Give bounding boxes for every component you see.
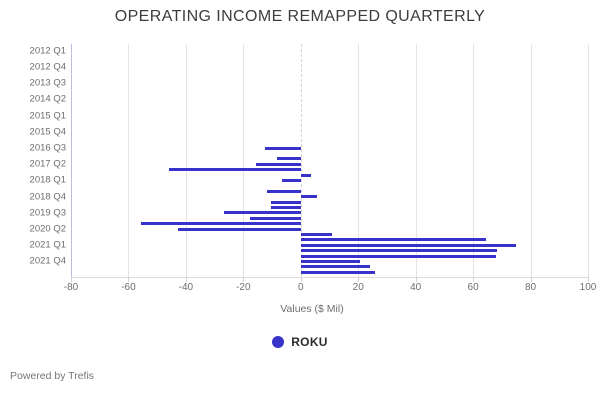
y-tick-label: 2012 Q4 — [29, 61, 66, 73]
x-axis-tickmark — [71, 277, 72, 282]
x-axis-tickmark — [358, 277, 360, 282]
x-axis-tickmark — [128, 277, 130, 282]
bar-2019-q2[interactable] — [271, 205, 301, 209]
bar-2018-q3[interactable] — [267, 189, 301, 193]
y-tick-label: 2013 Q3 — [29, 77, 66, 89]
x-tick-label: -80 — [63, 282, 79, 293]
bar-2021-q2[interactable] — [300, 249, 497, 253]
y-tick-label: 2017 Q2 — [29, 158, 66, 170]
gridline — [243, 44, 245, 277]
gridline — [473, 44, 475, 277]
x-tick-label: -20 — [236, 282, 251, 293]
bar-2019-q3[interactable] — [223, 211, 301, 215]
bar-2021-q3[interactable] — [300, 254, 497, 258]
y-tick-label: 2020 Q2 — [29, 223, 66, 235]
x-tick-label: 0 — [297, 282, 304, 293]
gridline — [185, 44, 187, 277]
bar-2022-q2[interactable] — [300, 270, 375, 274]
bar-2019-q4[interactable] — [249, 216, 301, 220]
gridline — [128, 44, 130, 277]
gridline — [358, 44, 360, 277]
x-tick-label: 100 — [579, 282, 597, 293]
zero-gridline — [300, 44, 302, 277]
y-tick-label: 2014 Q2 — [29, 93, 66, 105]
bar-2020-q3[interactable] — [300, 232, 333, 236]
x-axis-tickmark — [588, 277, 589, 282]
x-tick-label: 80 — [524, 282, 537, 293]
bar-2020-q4[interactable] — [300, 238, 487, 242]
gridline — [588, 44, 589, 277]
x-axis-tickmark — [300, 277, 302, 282]
plot-area — [71, 44, 589, 282]
x-axis-tickmark — [415, 277, 417, 282]
y-axis-labels: 2012 Q1 2012 Q4 2013 Q3 2014 Q2 2015 Q1 2015 … — [0, 44, 66, 277]
x-tick-label: 60 — [467, 282, 479, 293]
bar-2019-q1[interactable] — [271, 200, 301, 204]
gridline — [530, 44, 532, 277]
y-tick-label: 2015 Q4 — [29, 126, 66, 138]
gridline — [71, 44, 72, 277]
y-tick-label: 2019 Q3 — [29, 207, 66, 219]
bar-2017-q3[interactable] — [168, 168, 301, 172]
x-tick-label: -60 — [121, 282, 136, 293]
bar-2018-q4[interactable] — [300, 195, 317, 199]
x-axis-title: Values ($ Mil) — [280, 303, 344, 315]
y-tick-label: 2018 Q4 — [29, 191, 66, 203]
bar-2017-q2[interactable] — [256, 162, 301, 166]
bar-2018-q1[interactable] — [282, 178, 301, 182]
legend-item-roku[interactable]: ROKU — [0, 334, 600, 350]
x-axis-tickmark — [243, 277, 245, 282]
x-axis-tickmark — [530, 277, 532, 282]
gridline — [415, 44, 417, 277]
bar-2021-q1[interactable] — [300, 243, 517, 247]
y-tick-label: 2012 Q1 — [29, 45, 66, 57]
x-axis-tickmark — [473, 277, 475, 282]
x-axis-tick-labels: -80 -60 -40 -20 0 20 40 60 80 100 — [64, 282, 597, 294]
bar-2020-q2[interactable] — [177, 227, 301, 231]
y-tick-label: 2016 Q3 — [29, 142, 66, 154]
x-tick-label: -40 — [178, 282, 194, 293]
bar-2021-q4[interactable] — [300, 259, 361, 263]
bar-2022-q1[interactable] — [300, 265, 370, 269]
bar-2016-q3[interactable] — [265, 146, 301, 150]
x-axis-tickmark — [185, 277, 187, 282]
y-tick-label: 2021 Q1 — [29, 239, 66, 251]
chart-title: OPERATING INCOME REMAPPED QUARTERLY — [114, 8, 486, 25]
legend-marker-icon — [272, 336, 285, 348]
y-tick-label: 2015 Q1 — [29, 110, 66, 122]
bar-2020-q1[interactable] — [141, 222, 301, 226]
x-tick-label: 20 — [352, 282, 364, 293]
bar-2017-q4[interactable] — [300, 173, 311, 177]
y-tick-label: 2018 Q1 — [29, 174, 66, 186]
bar-2017-q1[interactable] — [277, 157, 301, 161]
x-tick-label: 40 — [410, 282, 422, 293]
powered-by-text: Powered by Trefis — [10, 370, 95, 382]
y-tick-label: 2021 Q4 — [29, 255, 66, 267]
legend-label: ROKU — [291, 335, 328, 349]
